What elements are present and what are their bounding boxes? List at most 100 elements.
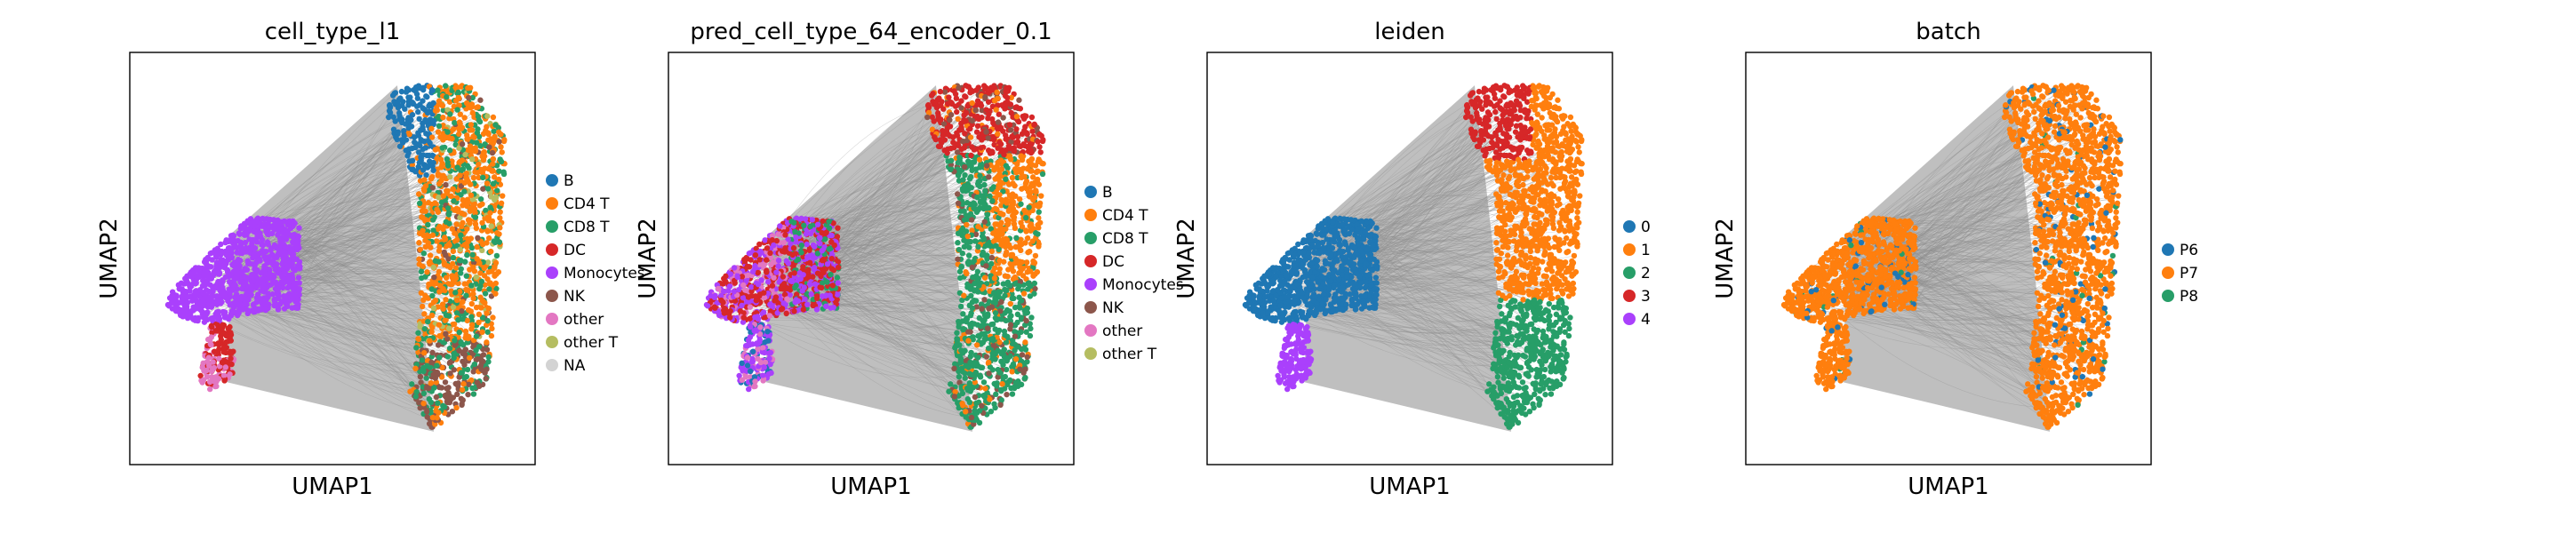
cell-point: [1029, 238, 1036, 244]
cell-point: [760, 309, 767, 315]
cell-point: [204, 287, 210, 293]
cell-point: [955, 159, 962, 166]
cell-point: [242, 300, 248, 306]
cell-point: [423, 375, 429, 381]
cell-point: [468, 322, 476, 328]
cell-point: [398, 137, 405, 143]
cell-point: [491, 238, 497, 244]
cell-point: [1010, 361, 1017, 368]
cell-point: [1036, 158, 1044, 165]
cell-point: [469, 385, 476, 392]
cell-point: [165, 303, 172, 309]
cell-point: [966, 379, 973, 386]
cell-point: [823, 229, 829, 236]
cell-point: [228, 313, 235, 319]
cell-point: [1036, 144, 1043, 150]
cell-point: [469, 109, 476, 116]
cell-point: [446, 359, 453, 366]
cell-point: [418, 154, 424, 161]
cell-point: [456, 119, 463, 125]
cell-point: [726, 283, 733, 290]
cell-point: [1018, 298, 1025, 304]
cell-point: [739, 302, 745, 309]
cell-point: [452, 265, 460, 271]
cell-point: [1006, 181, 1012, 187]
cell-point: [962, 131, 968, 137]
cell-point: [986, 174, 992, 180]
cell-point: [484, 113, 491, 119]
cell-point: [1011, 214, 1018, 220]
cell-point: [214, 297, 221, 304]
cell-point: [828, 255, 835, 262]
cell-point: [448, 396, 454, 402]
cell-point: [421, 177, 428, 183]
cell-point: [476, 133, 483, 140]
cell-point: [437, 156, 444, 163]
cell-point: [409, 99, 415, 106]
cell-point: [997, 141, 1004, 147]
cell-point: [447, 174, 453, 180]
cell-point: [790, 219, 797, 226]
cell-point: [429, 87, 436, 94]
cell-point: [973, 87, 980, 93]
cell-point: [476, 174, 482, 181]
cell-point: [977, 164, 983, 171]
cell-point: [428, 244, 434, 251]
cell-point: [957, 274, 964, 282]
cell-point: [284, 229, 291, 236]
cell-point: [442, 83, 449, 89]
cell-point: [219, 359, 226, 366]
cell-point: [996, 370, 1004, 376]
cell-point: [484, 317, 491, 324]
cell-point: [393, 134, 399, 140]
cell-point: [490, 114, 497, 121]
cell-point: [428, 359, 435, 366]
legend-marker: [546, 313, 558, 325]
cell-point: [971, 147, 978, 153]
legend-marker: [546, 266, 558, 279]
cell-point: [492, 290, 499, 297]
cell-point: [1006, 122, 1013, 128]
cell-point: [446, 147, 453, 154]
cell-point: [463, 243, 470, 251]
cell-point: [428, 399, 435, 406]
cell-point: [485, 235, 492, 242]
cell-point: [1007, 322, 1014, 328]
cell-point: [796, 270, 803, 276]
scatter-points: [164, 83, 508, 430]
cell-point: [425, 221, 431, 228]
legend-marker: [546, 336, 558, 348]
cell-point: [988, 304, 996, 310]
cell-point: [484, 180, 491, 187]
cell-point: [273, 281, 280, 287]
cell-point: [196, 274, 202, 281]
cell-point: [464, 251, 470, 259]
cell-point: [812, 281, 819, 287]
cell-point: [452, 120, 458, 126]
cell-point: [994, 206, 1000, 212]
cell-point: [200, 377, 207, 383]
cell-point: [452, 290, 459, 296]
cell-point: [458, 232, 464, 238]
cell-point: [1018, 201, 1024, 207]
cell-point: [731, 265, 738, 271]
cell-point: [958, 124, 964, 131]
cell-point: [742, 287, 748, 293]
cell-point: [421, 350, 428, 356]
cell-point: [268, 247, 274, 253]
cell-point: [420, 368, 427, 375]
cell-point: [455, 383, 461, 389]
cell-point: [974, 123, 981, 130]
cell-point: [979, 402, 985, 409]
cell-point: [436, 289, 443, 295]
cell-point: [444, 129, 451, 135]
cell-point: [280, 293, 287, 299]
cell-point: [945, 131, 951, 138]
cell-point: [980, 235, 987, 241]
cell-point: [279, 273, 285, 280]
cell-point: [442, 317, 448, 323]
cell-point: [735, 287, 742, 293]
legend-marker: [546, 197, 558, 210]
cell-point: [988, 254, 996, 261]
cell-point: [261, 306, 268, 313]
